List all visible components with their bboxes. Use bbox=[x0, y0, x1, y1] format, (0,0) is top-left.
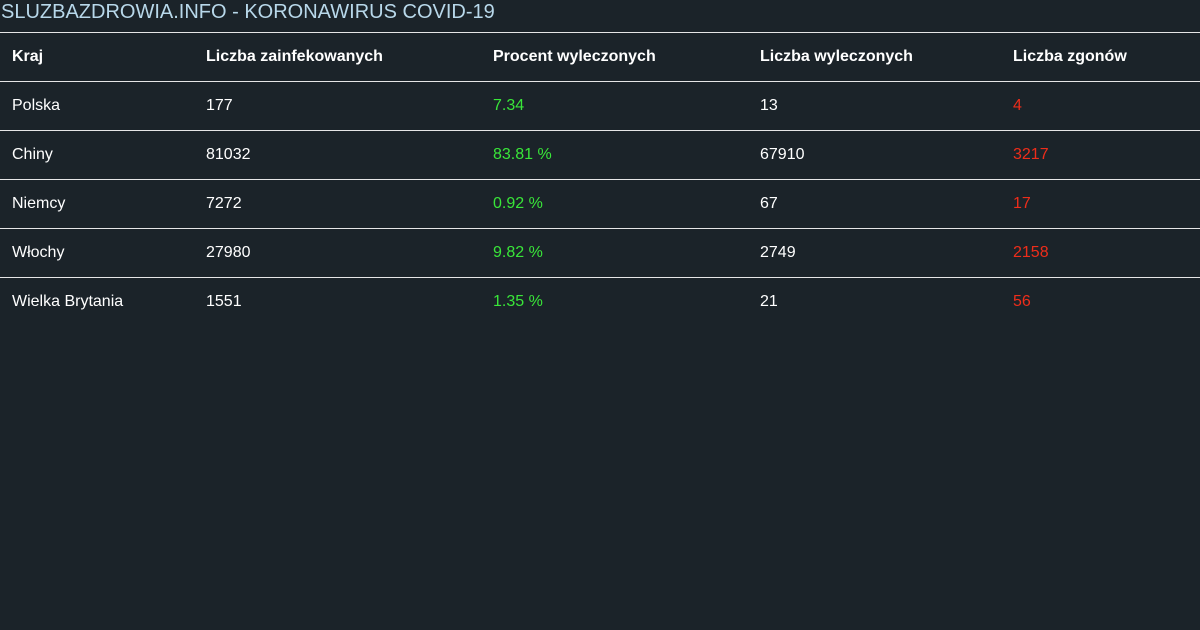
cell-recovered-percent: 0.92 % bbox=[481, 180, 748, 229]
cell-recovered-percent: 9.82 % bbox=[481, 229, 748, 278]
cell-recovered-percent: 7.34 bbox=[481, 82, 748, 131]
cell-recovered: 67910 bbox=[748, 131, 1001, 180]
cell-deaths: 4 bbox=[1001, 82, 1200, 131]
table-row: Niemcy 7272 0.92 % 67 17 bbox=[0, 180, 1200, 229]
header-country: Kraj bbox=[0, 33, 194, 82]
cell-deaths: 56 bbox=[1001, 278, 1200, 327]
table-row: Wielka Brytania 1551 1.35 % 21 56 bbox=[0, 278, 1200, 327]
cell-recovered: 21 bbox=[748, 278, 1001, 327]
cell-country: Chiny bbox=[0, 131, 194, 180]
table-row: Włochy 27980 9.82 % 2749 2158 bbox=[0, 229, 1200, 278]
cell-country: Wielka Brytania bbox=[0, 278, 194, 327]
cell-deaths: 17 bbox=[1001, 180, 1200, 229]
site-title: SLUZBAZDROWIA.INFO - KORONAWIRUS COVID-1… bbox=[0, 0, 1200, 24]
header-deaths: Liczba zgonów bbox=[1001, 33, 1200, 82]
header-recovered-percent: Procent wyleczonych bbox=[481, 33, 748, 82]
table-header-row: Kraj Liczba zainfekowanych Procent wylec… bbox=[0, 33, 1200, 82]
cell-infected: 7272 bbox=[194, 180, 481, 229]
table-row: Polska 177 7.34 13 4 bbox=[0, 82, 1200, 131]
cell-deaths: 2158 bbox=[1001, 229, 1200, 278]
cell-recovered-percent: 1.35 % bbox=[481, 278, 748, 327]
cell-country: Niemcy bbox=[0, 180, 194, 229]
cell-infected: 27980 bbox=[194, 229, 481, 278]
cell-deaths: 3217 bbox=[1001, 131, 1200, 180]
cell-country: Włochy bbox=[0, 229, 194, 278]
covid-stats-table: Kraj Liczba zainfekowanych Procent wylec… bbox=[0, 32, 1200, 326]
cell-recovered-percent: 83.81 % bbox=[481, 131, 748, 180]
cell-recovered: 2749 bbox=[748, 229, 1001, 278]
header-infected: Liczba zainfekowanych bbox=[194, 33, 481, 82]
cell-recovered: 67 bbox=[748, 180, 1001, 229]
cell-infected: 1551 bbox=[194, 278, 481, 327]
cell-country: Polska bbox=[0, 82, 194, 131]
header-recovered: Liczba wyleczonych bbox=[748, 33, 1001, 82]
cell-recovered: 13 bbox=[748, 82, 1001, 131]
cell-infected: 177 bbox=[194, 82, 481, 131]
table-row: Chiny 81032 83.81 % 67910 3217 bbox=[0, 131, 1200, 180]
cell-infected: 81032 bbox=[194, 131, 481, 180]
